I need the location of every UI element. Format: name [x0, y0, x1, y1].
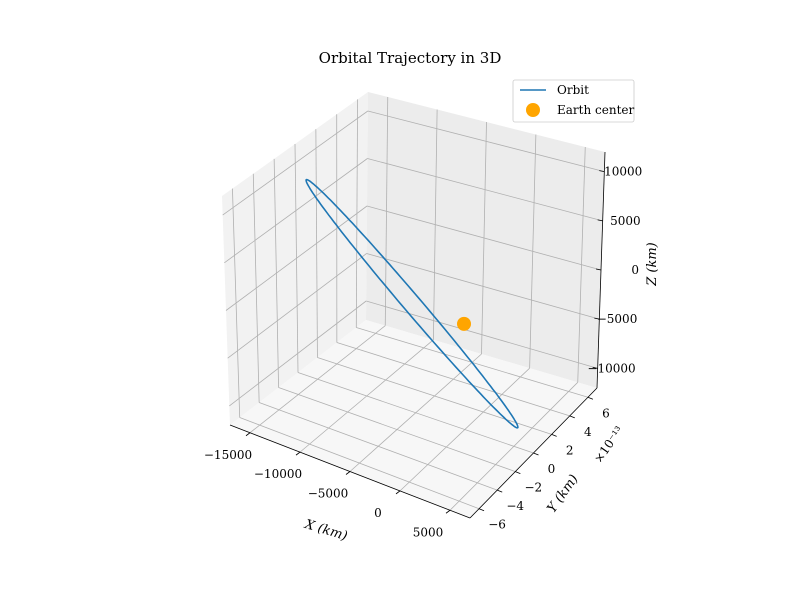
y-gridline-floor [239, 417, 480, 510]
x-tick-mark [295, 451, 301, 456]
z-gridline-back [367, 110, 605, 173]
z-tick-mark [595, 268, 602, 271]
y-tick-label: 2 [566, 443, 574, 457]
x-tick-label: −5000 [308, 487, 349, 501]
legend-orbit-label: Orbit [557, 83, 589, 97]
y-gridline-floor [297, 372, 534, 454]
legend-earth-swatch [526, 103, 540, 117]
z-gridline-left [222, 110, 369, 216]
z-axis-label: Z (km) [645, 242, 660, 287]
x-axis-label: X (km) [302, 517, 349, 544]
orbit-line [305, 178, 519, 429]
z-gridline-back [366, 253, 600, 320]
grid-lines [222, 96, 605, 511]
y-offset-label: ×10⁻¹³ [591, 424, 626, 466]
y-tick-mark [551, 434, 557, 437]
z-tick-label: 0 [631, 263, 639, 277]
x-tick-label: 5000 [413, 525, 444, 539]
x-tick-mark [245, 432, 251, 437]
x-tick-label: −15000 [204, 448, 252, 462]
z-tick-mark [592, 366, 598, 369]
earth-center-point [457, 316, 471, 331]
z-tick-label: 10000 [604, 165, 642, 179]
x-tick-label: 0 [374, 506, 382, 520]
legend: Orbit Earth center [512, 79, 634, 123]
z-tick-label: −10000 [587, 361, 635, 375]
x-tick-mark [395, 490, 401, 495]
y-gridline-floor [259, 402, 498, 491]
y-tick-mark [533, 452, 539, 456]
x-tick-label: −10000 [254, 467, 302, 481]
y-tick-label: −6 [488, 518, 506, 532]
chart-title: Orbital Trajectory in 3D [319, 49, 502, 67]
z-gridline-back [366, 205, 602, 271]
legend-earth-label: Earth center [557, 103, 634, 117]
z-tick-label: −5000 [597, 312, 638, 326]
z-gridline-back [367, 158, 603, 222]
z-tick-mark [599, 170, 605, 173]
y-tick-mark [497, 489, 503, 493]
y-tick-label: 0 [548, 462, 556, 476]
z-gridline-left [227, 253, 367, 359]
y-tick-mark [515, 471, 521, 474]
floor-pane [230, 320, 597, 518]
left-pane [222, 92, 368, 425]
y-tick-label: 4 [584, 425, 592, 439]
y-tick-mark [587, 396, 594, 400]
z-gridline-left [229, 300, 367, 407]
y-tick-label: 6 [602, 406, 610, 420]
z-gridline-back [366, 300, 598, 369]
y-tick-mark [478, 508, 485, 512]
z-gridline-left [224, 158, 368, 264]
y-gridline-floor [336, 342, 570, 417]
z-tick-mark [597, 219, 603, 222]
z-tick-label: 5000 [610, 214, 641, 228]
z-gridline-left [225, 205, 368, 311]
y-gridline-floor [317, 357, 552, 435]
y-tick-label: −2 [525, 481, 543, 495]
x-tick-mark [345, 471, 351, 475]
tick-labels: −15000−10000−500005000−6−4−20246−10000−5… [204, 165, 642, 540]
back-pane [366, 92, 605, 388]
y-tick-label: −4 [506, 499, 524, 513]
y-gridline-floor [278, 387, 516, 472]
x-tick-mark [445, 509, 451, 514]
y-axis-label: Y (km) [545, 472, 582, 516]
y-tick-mark [569, 415, 575, 419]
data-layer [305, 178, 519, 429]
z-tick-mark [594, 317, 600, 320]
